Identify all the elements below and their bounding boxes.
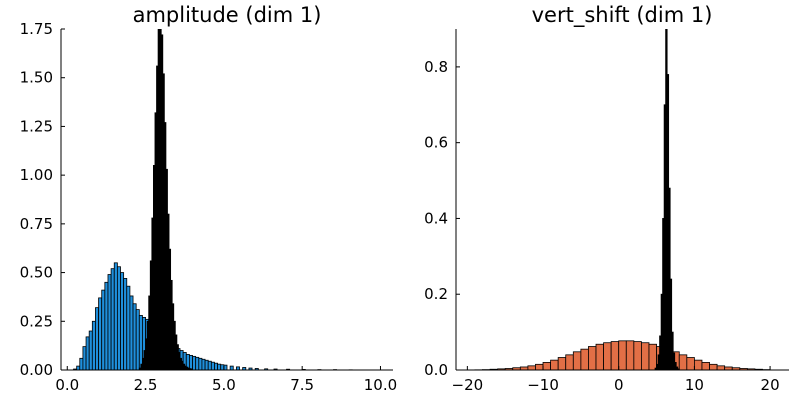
vert-shift-y-tick-label: 0.4	[424, 209, 448, 227]
vert-shift-x-tick-label: −10	[527, 376, 559, 394]
vert-shift-series-0-bar	[542, 362, 552, 370]
amplitude-y-tick-label: 1.75	[20, 20, 53, 38]
amplitude-series-0-bar	[235, 366, 240, 370]
amplitude-series-0-bar	[198, 357, 203, 370]
vert-shift-y-tick-label: 0.2	[424, 285, 448, 303]
amplitude-series-0-bar	[91, 320, 96, 370]
amplitude-y-tick-label: 0.00	[20, 361, 53, 379]
amplitude-panel: amplitude (dim 1) 0.0 2.5 5.0 7.5 10.0 0.00 0.…	[20, 3, 398, 394]
vert-shift-series-1-bar	[672, 352, 676, 370]
vert-shift-series-0-bar	[580, 348, 589, 370]
vert-shift-y-tick-label: 0.0	[424, 361, 448, 379]
vert-shift-series-0-bar	[648, 343, 657, 370]
amplitude-series-0-bar	[95, 307, 99, 370]
vert-shift-series-0-bar	[595, 343, 604, 370]
amplitude-series-0-bar	[107, 274, 112, 370]
amplitude-series-0-bar	[101, 289, 106, 370]
vert-shift-series-0-bar	[678, 354, 688, 370]
vert-shift-series-0-bar	[709, 363, 718, 370]
amplitude-series-0-bar	[76, 365, 81, 370]
amplitude-series-0-bar	[214, 362, 219, 370]
vert-shift-series-0-bar	[527, 365, 536, 370]
amplitude-series-0-bar	[138, 315, 143, 370]
vert-shift-series-1-bar	[669, 278, 673, 370]
vert-shift-series-0-bar	[535, 363, 544, 370]
amplitude-series-0-bar	[242, 367, 247, 370]
vert-shift-series-0-bar	[633, 341, 642, 370]
vert-shift-x-tick-label: 20	[761, 376, 780, 394]
amplitude-series-0-bar	[201, 358, 206, 370]
amplitude-x-tick-label: 10.0	[364, 376, 397, 394]
amplitude-y-tick-label: 0.50	[20, 264, 53, 282]
amplitude-series-0-bar	[85, 336, 90, 370]
vert-shift-series-0-bar	[641, 342, 650, 370]
amplitude-y-tick-label: 1.00	[20, 166, 53, 184]
vert-shift-series-0-bar	[625, 340, 635, 370]
vert-shift-x-tick-label: 0	[614, 376, 624, 394]
amplitude-series-0-bar	[229, 365, 234, 370]
vert-shift-bars	[474, 29, 771, 370]
vert-shift-series-0-bar	[557, 357, 567, 370]
amplitude-y-tick-label: 1.25	[20, 117, 53, 135]
amplitude-series-0-bar	[192, 355, 197, 370]
amplitude-series-0-bar	[132, 303, 137, 370]
amplitude-series-0-bar	[207, 360, 212, 370]
amplitude-bars	[73, 29, 353, 370]
vert-shift-series-0-bar	[618, 340, 627, 370]
amplitude-series-0-bar	[79, 357, 84, 370]
vert-shift-series-0-bar	[565, 354, 574, 370]
amplitude-series-0-bar	[204, 359, 209, 370]
vert-shift-series-1-bar	[674, 362, 677, 370]
vert-shift-series-0-bar	[686, 357, 695, 370]
vert-shift-series-1	[654, 29, 680, 370]
amplitude-x-tick-label: 7.5	[290, 376, 314, 394]
amplitude-series-0-bar	[110, 268, 115, 370]
amplitude-series-0-bar	[98, 297, 103, 370]
vert-shift-series-0-bar	[716, 365, 726, 370]
amplitude-x-tick-label: 5.0	[212, 376, 236, 394]
amplitude-series-0-bar	[195, 356, 200, 370]
amplitude-series-0-bar	[210, 361, 215, 370]
amplitude-x-tick-label: 0.0	[55, 376, 79, 394]
amplitude-series-0-bar	[104, 281, 109, 370]
amplitude-x-tick-label: 2.5	[134, 376, 158, 394]
amplitude-series-0-bar	[217, 363, 222, 370]
vert-shift-series-0-bar	[610, 341, 620, 370]
vert-shift-series-0	[474, 340, 771, 370]
vert-shift-series-0-bar	[694, 359, 703, 370]
vert-shift-series-0-bar	[701, 362, 710, 370]
vert-shift-series-0-bar	[550, 359, 559, 370]
vert-shift-y-tick-label: 0.8	[424, 58, 448, 76]
amplitude-series-0-bar	[123, 278, 128, 370]
vert-shift-y-tick-label: 0.6	[424, 134, 448, 152]
amplitude-series-0-bar	[120, 272, 125, 370]
amplitude-series-0-bar	[129, 295, 134, 370]
amplitude-series-0-bar	[135, 309, 140, 370]
vert-shift-x-tick-label: −20	[452, 376, 484, 394]
amplitude-series-1	[138, 29, 193, 370]
amplitude-panel-title: amplitude (dim 1)	[133, 3, 322, 27]
vert-shift-series-0-bar	[572, 351, 582, 370]
amplitude-y-tick-label: 0.25	[20, 312, 53, 330]
amplitude-y-tick-label: 0.75	[20, 215, 53, 233]
vert-shift-x-tick-label: 10	[685, 376, 704, 394]
vert-shift-panel-title: vert_shift (dim 1)	[532, 3, 713, 28]
amplitude-series-0-bar	[116, 266, 121, 370]
amplitude-series-0	[73, 262, 353, 370]
vert-shift-series-0-bar	[588, 346, 597, 370]
amplitude-series-0-bar	[88, 330, 93, 370]
vert-shift-series-0-bar	[603, 342, 612, 370]
amplitude-series-0-bar	[189, 354, 193, 370]
amplitude-series-0-bar	[82, 346, 87, 370]
vert-shift-panel: vert_shift (dim 1) −20 −10 0 10 20 0.0 0.2 0.4 0…	[424, 3, 789, 394]
amplitude-series-0-bar	[126, 285, 131, 370]
amplitude-series-0-bar	[113, 262, 118, 370]
amplitude-series-0-bar	[254, 368, 259, 370]
amplitude-y-tick-label: 1.50	[20, 69, 53, 87]
